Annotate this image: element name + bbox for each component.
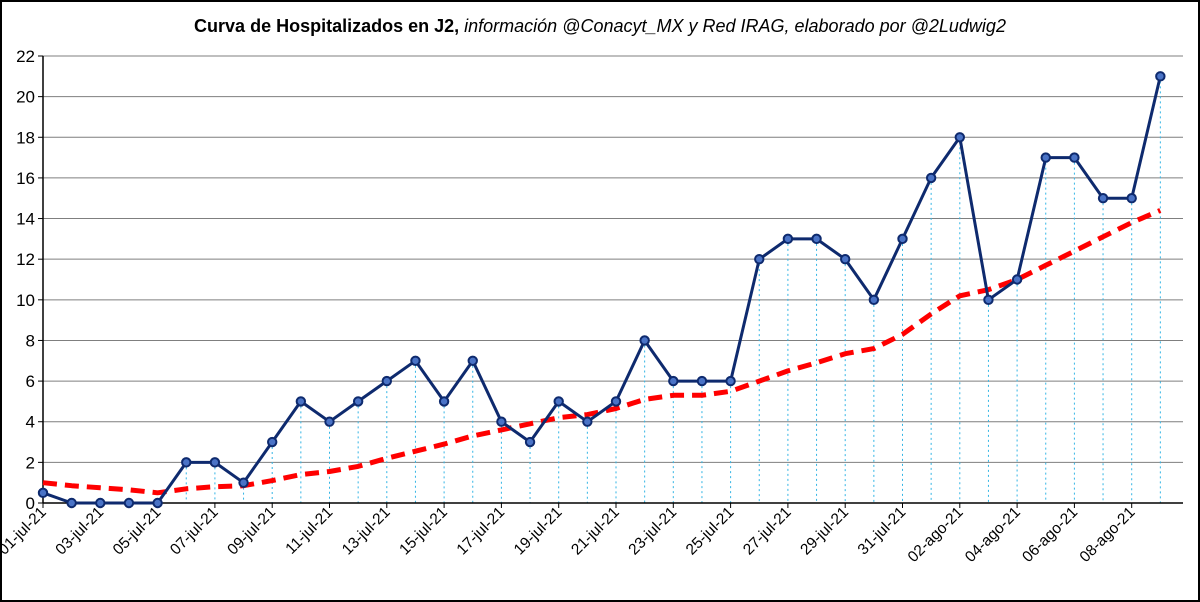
data-point (123, 497, 135, 509)
y-tick-label: 4 (26, 413, 35, 432)
data-point (954, 132, 965, 143)
data-point (840, 253, 851, 265)
data-point (925, 172, 937, 184)
data-point (610, 396, 622, 407)
data-point (381, 375, 392, 387)
data-point (267, 436, 278, 448)
x-tick-label: 29-jul-21 (797, 504, 852, 559)
data-point (668, 375, 679, 387)
x-tick-label: 31-jul-21 (855, 504, 910, 559)
x-tick-labels: 01-jul-21 03-jul-21 05-jul-21 07-jul-21 09-j… (0, 503, 1139, 566)
data-point (37, 487, 49, 499)
data-point (553, 396, 564, 407)
data-point (152, 497, 163, 509)
x-tick-label: 13-jul-21 (339, 504, 394, 559)
x-tick-label: 25-jul-21 (683, 504, 738, 559)
y-tick-label: 2 (26, 453, 35, 472)
x-tick-label: 11-jul-21 (282, 504, 336, 558)
x-tick-label: 02-ago-21 (905, 504, 967, 566)
data-point-markers (37, 71, 1166, 509)
x-tick-label: 05-jul-21 (110, 504, 165, 559)
x-tick-label: 17-jul-21 (454, 504, 509, 559)
data-point (782, 233, 794, 245)
x-tick-label: 21-jul-21 (568, 504, 623, 559)
chart-subtitle: información @Conacyt_MX y Red IRAG, elab… (464, 16, 1006, 36)
axes (42, 56, 1183, 504)
x-tick-label: 09-jul-21 (224, 504, 279, 559)
data-point (1097, 193, 1109, 204)
data-point (438, 396, 450, 407)
data-point (209, 457, 221, 468)
data-point (1011, 274, 1023, 285)
data-point (582, 416, 593, 427)
data-point (352, 396, 364, 407)
data-point (1155, 71, 1166, 82)
data-point (725, 375, 736, 387)
chart-title: Curva de Hospitalizados en J2, informaci… (0, 16, 1200, 37)
data-point (324, 416, 335, 427)
data-point (467, 355, 478, 366)
data-point (1040, 152, 1051, 163)
hospitalized-line (42, 75, 1162, 505)
data-point (95, 497, 106, 509)
data-point (811, 233, 822, 245)
y-tick-label: 14 (16, 210, 35, 229)
data-point (754, 253, 765, 265)
x-tick-label: 19-jul-21 (511, 504, 566, 559)
y-tick-labels: 0 2 4 6 8 10 12 14 16 18 20 22 (16, 47, 35, 513)
y-tick-label: 16 (16, 169, 35, 188)
data-point (181, 457, 192, 468)
x-tick-label: 06-ago-21 (1019, 504, 1081, 566)
x-tick-label: 08-ago-21 (1077, 504, 1139, 566)
y-tick-label: 18 (16, 128, 35, 147)
data-point (897, 233, 908, 245)
data-point (410, 355, 421, 366)
data-point (868, 294, 880, 306)
x-tick-label: 04-ago-21 (962, 504, 1024, 566)
trend-series (42, 208, 1162, 496)
chart-title-main: Curva de Hospitalizados en J2, (194, 16, 460, 36)
y-tick-label: 0 (26, 494, 35, 513)
data-point (238, 477, 249, 488)
trend-line (42, 208, 1162, 496)
data-point (1126, 193, 1137, 204)
data-point (696, 375, 708, 387)
data-point (496, 416, 507, 427)
data-point (295, 396, 307, 407)
data-point (1069, 152, 1080, 163)
x-tick-label: 07-jul-21 (167, 504, 222, 559)
y-tick-label: 22 (16, 47, 35, 66)
x-tick-label: 27-jul-21 (740, 504, 795, 559)
y-tick-label: 6 (26, 372, 35, 391)
data-point (66, 497, 77, 509)
y-tick-label: 20 (16, 88, 35, 107)
y-tick-label: 8 (26, 331, 35, 350)
y-tick-label: 12 (16, 250, 35, 269)
x-tick-label: 03-jul-21 (52, 504, 107, 559)
x-tick-label: 23-jul-21 (625, 504, 680, 559)
data-point (524, 436, 536, 448)
x-tick-label: 15-jul-21 (396, 504, 451, 559)
y-tick-label: 10 (16, 291, 35, 310)
hospitalized-series (42, 75, 1162, 505)
data-point (639, 335, 650, 346)
data-point (983, 294, 994, 306)
drop-lines (42, 76, 1161, 503)
